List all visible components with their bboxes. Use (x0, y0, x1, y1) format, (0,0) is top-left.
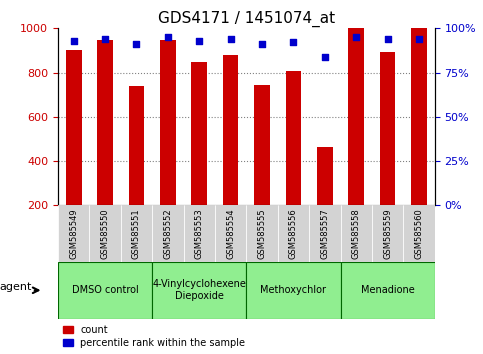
FancyBboxPatch shape (121, 205, 152, 262)
Text: Menadione: Menadione (361, 285, 414, 295)
Text: GSM585556: GSM585556 (289, 208, 298, 259)
FancyBboxPatch shape (309, 205, 341, 262)
Legend: count, percentile rank within the sample: count, percentile rank within the sample (63, 325, 245, 348)
FancyBboxPatch shape (341, 262, 435, 319)
FancyBboxPatch shape (403, 205, 435, 262)
Text: GSM585555: GSM585555 (257, 208, 267, 259)
Bar (285, 71, 301, 205)
Point (321, 54, 328, 59)
Point (353, 34, 360, 40)
Text: GSM585559: GSM585559 (383, 208, 392, 259)
FancyBboxPatch shape (372, 205, 403, 262)
FancyBboxPatch shape (89, 205, 121, 262)
Text: GSM585549: GSM585549 (69, 208, 78, 259)
FancyBboxPatch shape (341, 205, 372, 262)
FancyBboxPatch shape (246, 262, 341, 319)
FancyBboxPatch shape (58, 205, 89, 262)
FancyBboxPatch shape (278, 205, 309, 262)
Title: GDS4171 / 1451074_at: GDS4171 / 1451074_at (158, 11, 335, 27)
Bar (348, 21, 364, 205)
Point (164, 34, 172, 40)
Bar (97, 40, 113, 205)
Point (101, 36, 109, 42)
Text: GSM585550: GSM585550 (100, 208, 110, 259)
FancyBboxPatch shape (58, 262, 152, 319)
Text: GSM585551: GSM585551 (132, 208, 141, 259)
Text: agent: agent (0, 282, 32, 292)
Point (290, 40, 298, 45)
FancyBboxPatch shape (184, 205, 215, 262)
Text: GSM585557: GSM585557 (320, 208, 329, 259)
Text: GSM585560: GSM585560 (414, 208, 424, 259)
FancyBboxPatch shape (215, 205, 246, 262)
Point (133, 41, 141, 47)
Bar (160, 40, 176, 205)
Bar (380, 52, 396, 205)
Point (384, 36, 392, 42)
Point (415, 36, 423, 42)
Point (70, 38, 78, 44)
Point (227, 36, 235, 42)
Text: GSM585552: GSM585552 (163, 208, 172, 259)
Bar (254, 85, 270, 205)
Bar (128, 86, 144, 205)
FancyBboxPatch shape (152, 262, 246, 319)
Bar (66, 51, 82, 205)
Point (258, 41, 266, 47)
Text: GSM585558: GSM585558 (352, 208, 361, 259)
Bar (411, 28, 427, 205)
Text: Methoxychlor: Methoxychlor (260, 285, 327, 295)
Text: GSM585553: GSM585553 (195, 208, 204, 259)
Bar (223, 55, 239, 205)
Text: GSM585554: GSM585554 (226, 208, 235, 259)
Bar (191, 62, 207, 205)
Bar (317, 147, 333, 205)
Point (195, 38, 203, 44)
Text: 4-Vinylcyclohexene
Diepoxide: 4-Vinylcyclohexene Diepoxide (152, 279, 246, 301)
FancyBboxPatch shape (152, 205, 184, 262)
FancyBboxPatch shape (246, 205, 278, 262)
Text: DMSO control: DMSO control (71, 285, 139, 295)
